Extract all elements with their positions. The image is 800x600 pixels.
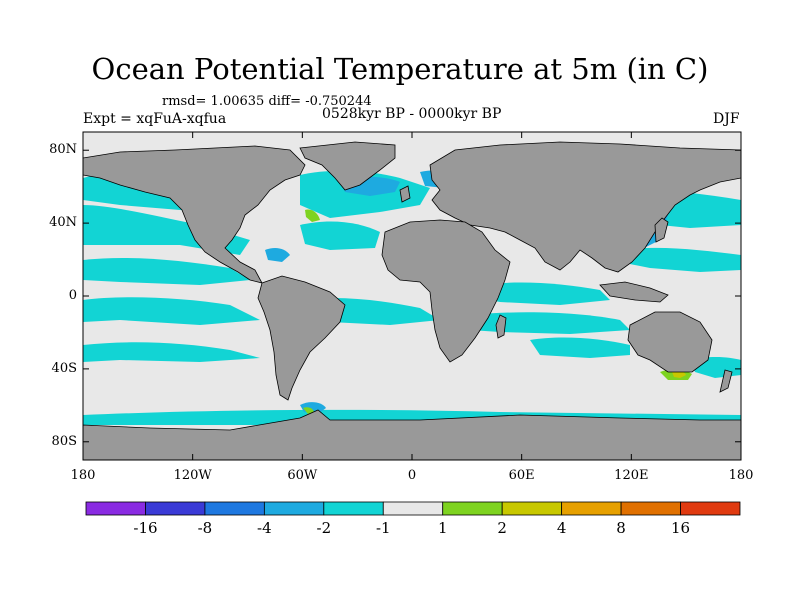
colorbar-swatch: [323, 501, 384, 516]
colorbar-label: -4: [257, 519, 272, 537]
season-label: DJF: [713, 111, 740, 127]
colorbar-swatch: [680, 501, 741, 516]
colorbar-swatch: [620, 501, 681, 516]
lat-tick-label: 80S: [51, 433, 77, 449]
colorbar-swatch: [85, 501, 146, 516]
lon-tick-label: 60E: [508, 468, 535, 483]
colorbar: [85, 501, 741, 516]
colorbar-label: 2: [497, 519, 507, 537]
greenland: [299, 141, 396, 191]
indonesia: [599, 281, 669, 303]
madagascar: [495, 314, 507, 339]
colorbar-label: -2: [316, 519, 332, 537]
africa: [381, 219, 511, 363]
colorbar-label: -16: [133, 519, 158, 537]
colorbar-swatch: [145, 501, 206, 516]
colorbar-label: 16: [670, 519, 691, 537]
colorbar-swatch: [501, 501, 563, 516]
north-america: [83, 145, 306, 284]
lat-tick-label: 80N: [49, 142, 77, 158]
axis-ticks: [82, 132, 742, 460]
stats-label: rmsd= 1.00635 diff= -0.750244: [162, 94, 372, 109]
colorbar-label: -1: [375, 519, 391, 537]
colorbar-label: 4: [556, 519, 567, 537]
map-title: Ocean Potential Temperature at 5m (in C): [91, 52, 709, 86]
experiment-label: Expt = xqFuA-xqfua: [83, 111, 227, 127]
colorbar-label: 8: [616, 519, 626, 537]
lon-tick-label: 120E: [614, 468, 649, 483]
south-america: [257, 275, 346, 401]
colorbar-swatch: [442, 501, 503, 516]
british-isles: [399, 185, 411, 203]
period-label: 0528kyr BP - 0000kyr BP: [322, 106, 502, 122]
colorbar-swatch: [204, 501, 265, 516]
colorbar-label: -8: [197, 519, 213, 537]
lon-tick-label: 120W: [173, 468, 212, 483]
land-masses: [83, 141, 741, 460]
lon-tick-label: 180: [728, 468, 754, 483]
colorbar-swatch: [382, 501, 444, 516]
japan: [654, 217, 669, 243]
colorbar-swatch: [263, 501, 325, 516]
lat-tick-label: 40N: [49, 215, 77, 231]
colorbar-label: 1: [437, 519, 448, 537]
anomaly-yellow-regions: [672, 371, 686, 378]
antarctica: [83, 409, 741, 460]
australia: [627, 311, 713, 373]
lon-tick-label: 60W: [287, 468, 318, 483]
lon-tick-label: 180: [70, 468, 96, 483]
lat-tick-label: 0: [68, 288, 77, 303]
new-zealand: [719, 369, 733, 393]
colorbar-swatch: [561, 501, 622, 516]
lat-tick-label: 40S: [51, 360, 77, 376]
lon-tick-label: 0: [407, 468, 417, 483]
